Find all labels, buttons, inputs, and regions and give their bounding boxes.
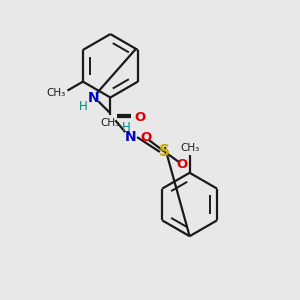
Text: O: O <box>134 111 146 124</box>
Text: CH₃: CH₃ <box>180 143 199 153</box>
Text: H: H <box>122 121 130 134</box>
Text: O: O <box>140 130 152 144</box>
Text: CH₃: CH₃ <box>46 88 65 98</box>
Text: H: H <box>79 100 88 113</box>
Text: N: N <box>88 92 99 106</box>
Text: S: S <box>159 145 170 160</box>
Text: N: N <box>124 130 136 144</box>
Text: O: O <box>176 158 187 171</box>
Text: CH₃: CH₃ <box>101 118 120 128</box>
